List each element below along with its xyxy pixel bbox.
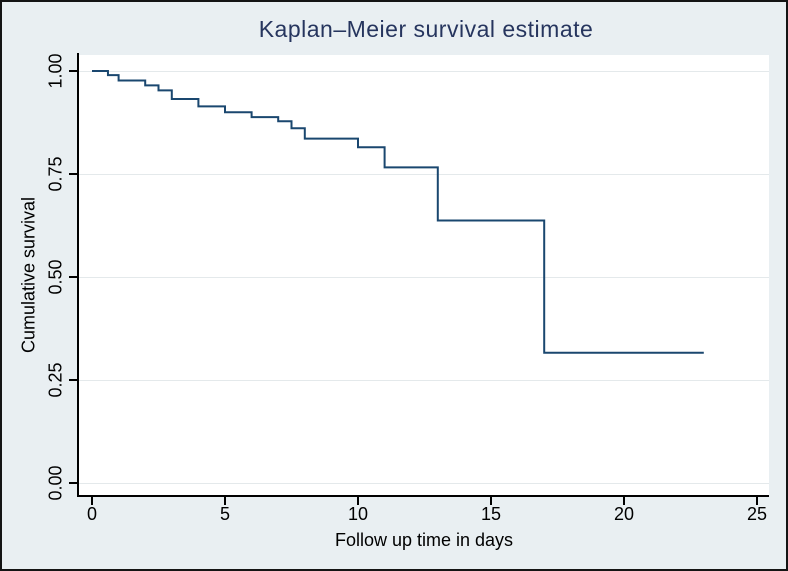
plot-area [79,55,769,495]
x-tick-label: 25 [746,504,768,524]
x-tick-label: 0 [86,504,98,524]
x-tick-label: 10 [347,504,369,524]
survival-curve-svg [92,70,704,354]
x-tick-label: 20 [613,504,635,524]
x-tick-mark [490,497,492,505]
y-tick-mark [69,482,77,484]
y-tick-mark [69,276,77,278]
gridline [79,70,769,72]
y-tick-label: 0.75 [45,156,66,192]
gridline [79,379,769,381]
gridline [79,173,769,175]
y-tick-label: 0.00 [45,465,66,501]
gridline [79,276,769,278]
y-tick-label: 0.25 [45,362,66,398]
chart-title: Kaplan–Meier survival estimate [258,16,594,42]
x-tick-mark [623,497,625,505]
gridline [79,482,769,484]
x-tick-label: 5 [219,504,231,524]
y-tick-mark [69,70,77,72]
y-tick-label: 1.00 [45,53,66,89]
y-axis-line [77,53,79,497]
x-tick-mark [357,497,359,505]
km-survival-curve [92,70,704,354]
x-axis-line [77,495,769,497]
x-tick-mark [91,497,93,505]
y-tick-label: 0.50 [45,259,66,295]
x-tick-mark [756,497,758,505]
x-axis-title: Follow up time in days [334,530,514,550]
x-tick-label: 15 [480,504,502,524]
x-tick-mark [224,497,226,505]
y-axis-title: Cumulative survival [18,196,39,354]
y-tick-mark [69,379,77,381]
y-tick-mark [69,173,77,175]
